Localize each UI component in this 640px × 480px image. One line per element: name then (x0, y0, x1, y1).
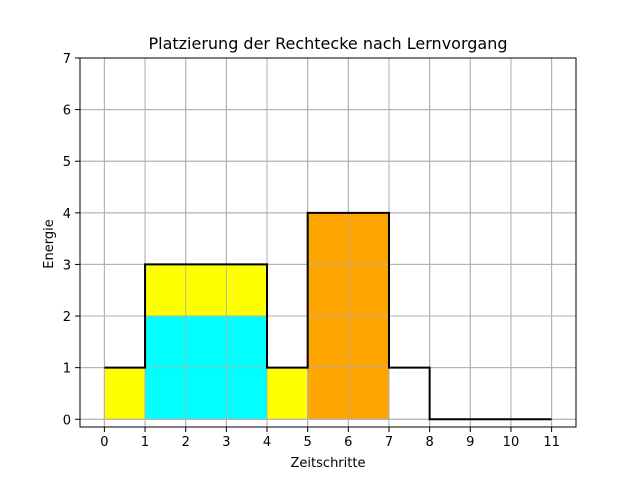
x-tick-label: 4 (263, 435, 271, 450)
y-axis-label: Energie (42, 219, 57, 268)
y-tick-label: 5 (63, 155, 71, 170)
y-tick-label: 0 (63, 413, 71, 428)
placed-rectangles (80, 57, 576, 427)
energy-rectangle (266, 367, 309, 420)
x-tick-label: 11 (543, 435, 560, 450)
y-tick-label: 7 (63, 52, 71, 67)
energy-outline (104, 211, 552, 421)
x-ticks: 0 1 2 3 4 5 6 7 8 9 10 11 (100, 427, 560, 450)
x-tick-label: 3 (222, 435, 230, 450)
y-tick-label: 3 (63, 258, 71, 273)
y-ticks: 0 1 2 3 4 5 6 7 (63, 52, 80, 428)
x-tick-label: 2 (182, 435, 190, 450)
x-tick-label: 0 (100, 435, 108, 450)
x-tick-label: 10 (503, 435, 520, 450)
energy-rectangle (103, 367, 146, 420)
x-tick-label: 6 (344, 435, 352, 450)
y-tick-label: 6 (63, 104, 71, 119)
y-tick-label: 2 (63, 310, 71, 325)
energy-rectangle (144, 263, 268, 317)
x-axis-label: Zeitschritte (291, 456, 366, 471)
x-tick-label: 1 (141, 435, 149, 450)
y-tick-label: 4 (63, 207, 71, 222)
x-tick-label: 9 (466, 435, 474, 450)
x-tick-label: 8 (425, 435, 433, 450)
chart-title: Platzierung der Rechtecke nach Lernvorga… (148, 34, 507, 53)
plot-frame (79, 57, 577, 428)
y-tick-label: 1 (63, 362, 71, 377)
energy-outline-line (104, 211, 552, 421)
x-tick-label: 7 (385, 435, 393, 450)
x-tick-label: 5 (304, 435, 312, 450)
